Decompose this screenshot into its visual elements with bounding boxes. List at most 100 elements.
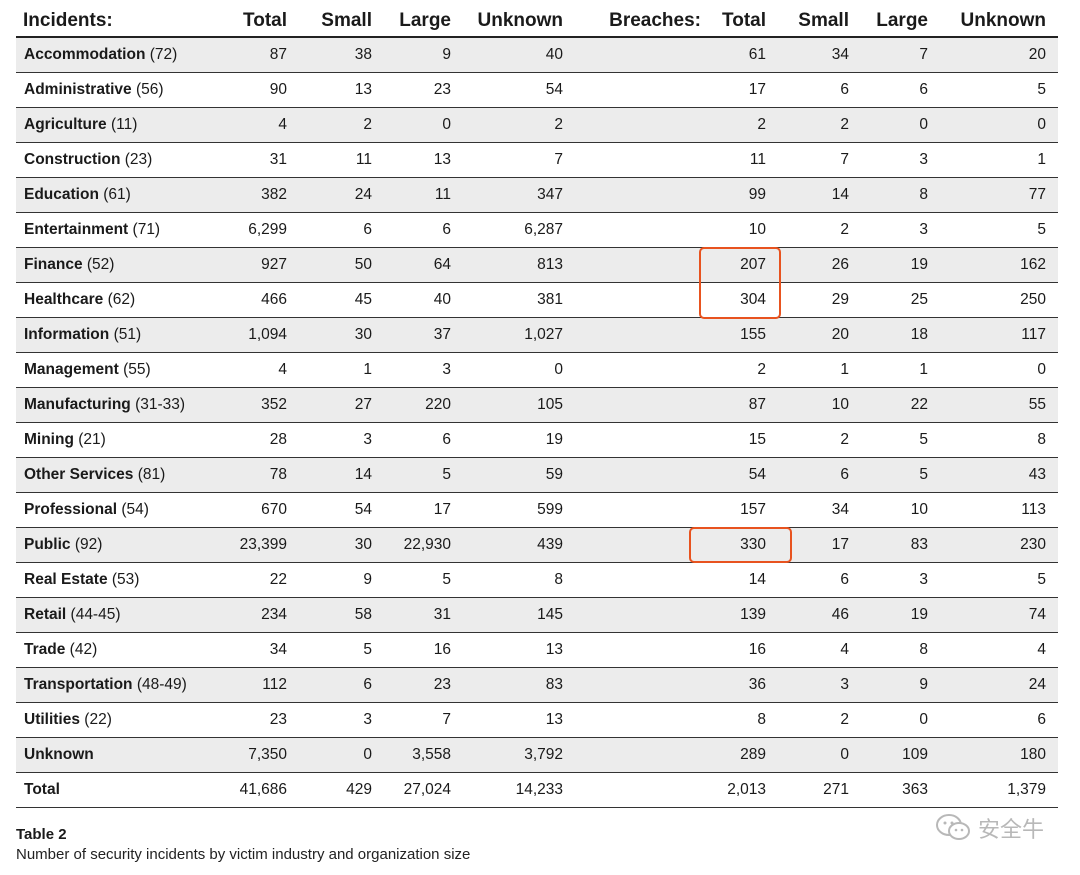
- industry-cell: Trade (42): [24, 641, 97, 659]
- incident-value-cell: 11: [434, 186, 451, 203]
- industry-name: Retail: [24, 606, 67, 623]
- industry-name: Entertainment: [24, 221, 129, 238]
- table-row: Administrative (56) 90 13 23 54 17 6 6 5: [16, 73, 1058, 108]
- breach-value-cell: 10: [910, 501, 928, 518]
- incident-value-cell: 54: [354, 501, 372, 518]
- naics-code: (31-33): [135, 396, 186, 413]
- incident-value-cell: 11: [355, 151, 372, 168]
- industry-name: Manufacturing: [24, 396, 131, 413]
- table-row: Other Services (81) 78 14 5 59 54 6 5 43: [16, 458, 1058, 493]
- wechat-icon: [934, 813, 972, 843]
- breach-value-cell: 36: [748, 676, 766, 693]
- incident-value-cell: 34: [269, 641, 287, 658]
- naics-code: (52): [86, 256, 115, 273]
- breach-value-cell: 10: [831, 396, 849, 413]
- incident-value-cell: 8: [554, 571, 563, 588]
- breach-value-cell: 46: [831, 606, 849, 623]
- breach-value-cell: 3: [919, 221, 928, 238]
- breach-value-cell: 34: [831, 46, 849, 63]
- industry-name: Education: [24, 186, 99, 203]
- breach-value-cell: 29: [831, 291, 849, 308]
- breach-value-cell: 11: [749, 151, 766, 168]
- incident-value-cell: 9: [363, 571, 372, 588]
- breach-value-cell: 271: [823, 781, 849, 798]
- incident-value-cell: 83: [545, 676, 563, 693]
- incident-value-cell: 78: [269, 466, 287, 483]
- incident-value-cell: 23: [433, 676, 451, 693]
- breach-value-cell: 162: [1020, 256, 1046, 273]
- watermark-text: 安全牛: [977, 817, 1044, 842]
- incident-value-cell: 50: [354, 256, 372, 273]
- naics-code: (81): [137, 466, 166, 483]
- incident-value-cell: 87: [269, 46, 287, 63]
- watermark: 安全牛: [934, 812, 1044, 844]
- incident-value-cell: 927: [261, 256, 287, 273]
- breach-value-cell: 1: [1037, 151, 1046, 168]
- industry-name: Management: [24, 361, 119, 378]
- incident-value-cell: 2: [363, 116, 372, 133]
- header-breach-unknown: Unknown: [960, 10, 1047, 31]
- industry-name: Agriculture: [24, 116, 107, 133]
- incident-value-cell: 4: [278, 116, 287, 133]
- industry-cell: Education (61): [24, 186, 131, 204]
- table-row: Trade (42) 34 5 16 13 16 4 8 4: [16, 633, 1058, 668]
- incident-value-cell: 27,024: [403, 781, 451, 798]
- incident-value-cell: 90: [269, 81, 287, 98]
- table-row: Unknown 7,350 0 3,558 3,792 289 0 109 180: [16, 738, 1058, 773]
- industry-cell: Healthcare (62): [24, 291, 135, 309]
- incident-value-cell: 31: [269, 151, 287, 168]
- industry-name: Total: [24, 781, 60, 798]
- incident-value-cell: 7: [554, 151, 563, 168]
- incident-value-cell: 30: [354, 536, 372, 553]
- breach-value-cell: 180: [1020, 746, 1046, 763]
- incident-value-cell: 7: [442, 711, 451, 728]
- breach-value-cell: 1: [840, 361, 849, 378]
- breach-value-cell: 7: [919, 46, 928, 63]
- industry-cell: Entertainment (71): [24, 221, 160, 239]
- header-unknown: Unknown: [477, 10, 564, 31]
- naics-code: (54): [121, 501, 149, 518]
- breach-value-cell: 9: [919, 676, 928, 693]
- breach-value-cell: 20: [831, 326, 849, 343]
- header-breaches: Breaches:: [609, 10, 701, 31]
- incident-value-cell: 22,930: [403, 536, 451, 553]
- incident-value-cell: 670: [261, 501, 287, 518]
- incident-value-cell: 6: [442, 221, 451, 238]
- breach-value-cell: 25: [910, 291, 928, 308]
- breach-value-cell: 0: [840, 746, 849, 763]
- industry-cell: Total: [24, 781, 60, 799]
- breach-value-cell: 289: [740, 746, 766, 763]
- incident-value-cell: 0: [554, 361, 563, 378]
- industry-cell: Public (92): [24, 536, 102, 554]
- incident-value-cell: 0: [363, 746, 372, 763]
- incident-value-cell: 112: [262, 676, 287, 693]
- industry-name: Healthcare: [24, 291, 104, 308]
- incident-value-cell: 16: [433, 641, 451, 658]
- table-row: Professional (54) 670 54 17 599 157 34 10 113: [16, 493, 1058, 528]
- breach-value-cell: 2: [840, 711, 849, 728]
- breach-value-cell: 77: [1028, 186, 1046, 203]
- highlight-box-finance-healthcare: [699, 247, 781, 319]
- naics-code: (56): [135, 81, 164, 98]
- breach-value-cell: 304: [740, 291, 766, 308]
- incident-value-cell: 13: [545, 711, 563, 728]
- breach-value-cell: 16: [748, 641, 766, 658]
- naics-code: (53): [111, 571, 140, 588]
- breach-value-cell: 4: [1037, 641, 1046, 658]
- table-row: Mining (21) 28 3 6 19 15 2 5 8: [16, 423, 1058, 458]
- incident-value-cell: 30: [354, 326, 372, 343]
- industry-cell: Unknown: [24, 746, 94, 764]
- breach-value-cell: 5: [1037, 221, 1046, 238]
- industry-cell: Real Estate (53): [24, 571, 139, 589]
- naics-code: (55): [123, 361, 151, 378]
- caption-title: Table 2: [16, 826, 67, 843]
- incident-value-cell: 6: [442, 431, 451, 448]
- breach-value-cell: 2: [840, 221, 849, 238]
- breach-value-cell: 17: [748, 81, 766, 98]
- incident-value-cell: 38: [354, 46, 372, 63]
- industry-name: Information: [24, 326, 110, 343]
- table-row: Utilities (22) 23 3 7 13 8 2 0 6: [16, 703, 1058, 738]
- naics-code: (72): [149, 46, 178, 63]
- table-row: Public (92) 23,399 30 22,930 439 330 17 83 230: [16, 528, 1058, 563]
- industry-name: Mining: [24, 431, 74, 448]
